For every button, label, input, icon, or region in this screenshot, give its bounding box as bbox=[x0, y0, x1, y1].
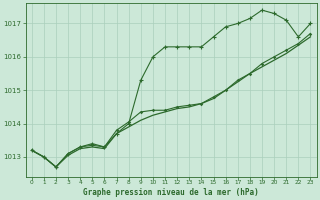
X-axis label: Graphe pression niveau de la mer (hPa): Graphe pression niveau de la mer (hPa) bbox=[83, 188, 259, 197]
